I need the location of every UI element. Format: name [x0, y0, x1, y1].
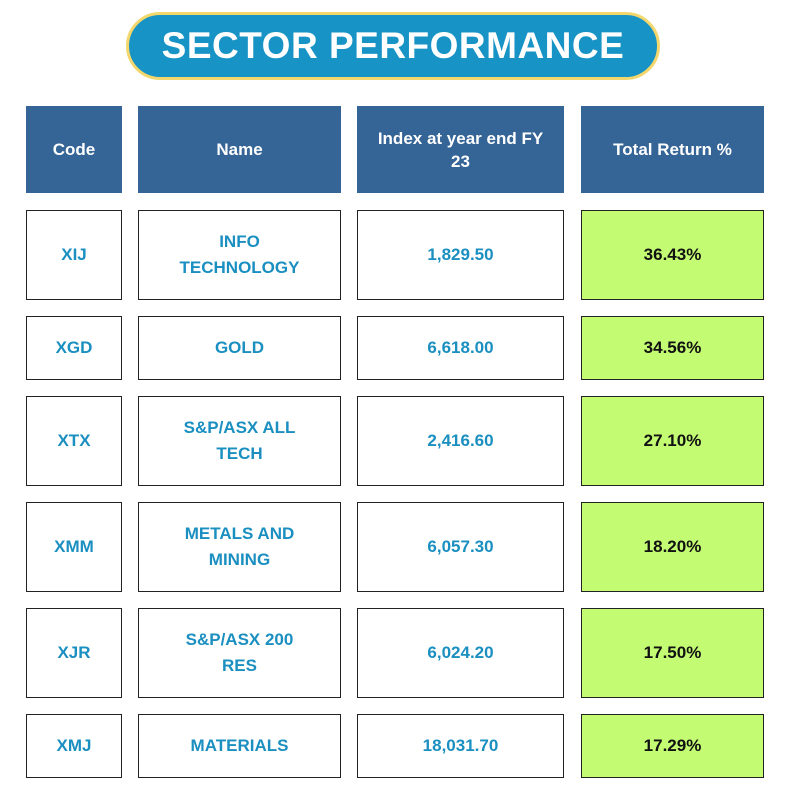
table-cell-code: XTX [26, 396, 122, 486]
table-cell-name: GOLD [138, 316, 341, 380]
table-cell-index: 6,024.20 [357, 608, 564, 698]
table-cell-return: 18.20% [581, 502, 764, 592]
table-cell-return: 17.50% [581, 608, 764, 698]
header-index: Index at year end FY 23 [357, 106, 564, 193]
table-cell-index: 6,618.00 [357, 316, 564, 380]
table-cell-code: XIJ [26, 210, 122, 300]
table-cell-name: INFO TECHNOLOGY [138, 210, 341, 300]
table-cell-index: 6,057.30 [357, 502, 564, 592]
table-cell-index: 2,416.60 [357, 396, 564, 486]
page-title: SECTOR PERFORMANCE [161, 25, 625, 66]
table-cell-return: 34.56% [581, 316, 764, 380]
header-name: Name [138, 106, 341, 193]
table-cell-name: METALS AND MINING [138, 502, 341, 592]
table-cell-return: 36.43% [581, 210, 764, 300]
table-cell-code: XMJ [26, 714, 122, 778]
table-cell-name: S&P/ASX ALL TECH [138, 396, 341, 486]
header-code: Code [26, 106, 122, 193]
table-cell-return: 17.29% [581, 714, 764, 778]
table-cell-name: MATERIALS [138, 714, 341, 778]
table-cell-code: XJR [26, 608, 122, 698]
table-cell-index: 18,031.70 [357, 714, 564, 778]
table-cell-return: 27.10% [581, 396, 764, 486]
table-cell-code: XMM [26, 502, 122, 592]
table-cell-code: XGD [26, 316, 122, 380]
table-cell-index: 1,829.50 [357, 210, 564, 300]
header-total-return: Total Return % [581, 106, 764, 193]
title-banner: SECTOR PERFORMANCE [126, 12, 660, 80]
table-cell-name: S&P/ASX 200 RES [138, 608, 341, 698]
